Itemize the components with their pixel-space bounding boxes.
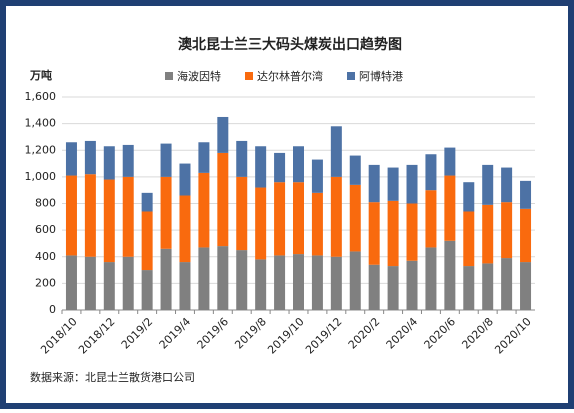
- bar-segment: [368, 264, 380, 310]
- bar-segment: [349, 184, 361, 252]
- bar-segment: [103, 146, 115, 180]
- y-tick-label: 1,400: [25, 117, 57, 130]
- legend-label: 达尔林普尔湾: [257, 69, 323, 83]
- bar-segment: [501, 258, 513, 310]
- legend-label: 海波因特: [177, 69, 221, 83]
- bar-segment: [179, 163, 191, 196]
- bar-segment: [482, 164, 494, 205]
- bar-segment: [387, 266, 399, 310]
- bar-segment: [179, 262, 191, 310]
- bar-segment: [217, 246, 229, 310]
- bar-segment: [65, 175, 77, 256]
- y-tick-label: 0: [49, 303, 56, 316]
- bar-segment: [160, 143, 172, 177]
- bar-segment: [236, 250, 248, 310]
- y-tick-label: 1,600: [25, 90, 57, 103]
- bar-segment: [501, 167, 513, 203]
- bar-segment: [520, 208, 532, 263]
- bar-segment: [198, 247, 210, 310]
- bar-segment: [198, 142, 210, 173]
- bar-segment: [141, 270, 153, 310]
- legend-swatch: [347, 72, 355, 80]
- bar-segment: [425, 154, 437, 191]
- bar-segment: [179, 195, 191, 263]
- background: [6, 6, 568, 403]
- y-tick-label: 1,200: [25, 143, 57, 156]
- bar-segment: [482, 263, 494, 310]
- bar-segment: [349, 155, 361, 185]
- bar-segment: [425, 247, 437, 310]
- bar-segment: [293, 146, 304, 183]
- bar-segment: [463, 182, 475, 212]
- bar-segment: [122, 256, 134, 310]
- bar-segment: [520, 262, 532, 310]
- bar-segment: [387, 167, 399, 201]
- bar-segment: [311, 159, 323, 193]
- legend-swatch: [245, 72, 253, 80]
- bar-segment: [160, 248, 172, 310]
- bar-segment: [425, 190, 437, 248]
- bar-segment: [217, 152, 229, 247]
- bar-segment: [444, 175, 456, 241]
- bar-segment: [406, 260, 418, 310]
- legend-swatch: [165, 72, 173, 80]
- bar-segment: [520, 180, 532, 209]
- bar-segment: [311, 255, 323, 310]
- bar-segment: [330, 256, 342, 310]
- bar-segment: [330, 126, 342, 177]
- chart-title: 澳北昆士兰三大码头煤炭出口趋势图: [178, 36, 402, 53]
- bar-segment: [65, 142, 77, 176]
- source-note: 数据来源：北昆士兰散货港口公司: [30, 370, 195, 384]
- bar-segment: [217, 116, 229, 153]
- bar-segment: [349, 251, 361, 310]
- bar-segment: [293, 182, 304, 255]
- bar-segment: [368, 164, 380, 203]
- y-tick-label: 1,000: [25, 170, 57, 183]
- bar-segment: [103, 262, 115, 310]
- bar-segment: [160, 176, 172, 249]
- bar-segment: [406, 164, 418, 204]
- y-tick-label: 200: [35, 276, 56, 289]
- bar-segment: [84, 256, 96, 310]
- bar-segment: [255, 146, 267, 188]
- y-tick-label: 800: [35, 197, 56, 210]
- bar-segment: [141, 192, 153, 212]
- bar-segment: [122, 176, 134, 257]
- bar-segment: [274, 182, 286, 256]
- bar-segment: [444, 240, 456, 310]
- bar-segment: [65, 255, 77, 310]
- bar-segment: [236, 176, 248, 251]
- bar-segment: [198, 172, 210, 248]
- bar-segment: [236, 140, 248, 177]
- bar-segment: [274, 152, 286, 183]
- bar-segment: [293, 254, 304, 310]
- bar-segment: [501, 202, 513, 259]
- bar-segment: [330, 176, 342, 257]
- bar-segment: [387, 200, 399, 267]
- bar-segment: [444, 147, 456, 176]
- y-axis-label: 万吨: [29, 68, 52, 82]
- bar-segment: [255, 187, 267, 260]
- legend-label: 阿博特港: [359, 69, 403, 83]
- bar-segment: [84, 140, 96, 175]
- bar-segment: [122, 144, 134, 177]
- y-tick-label: 400: [35, 250, 56, 263]
- y-tick-label: 600: [35, 223, 56, 236]
- bar-segment: [103, 179, 115, 263]
- bar-segment: [255, 259, 267, 310]
- bar-segment: [368, 202, 380, 265]
- bar-segment: [311, 192, 323, 256]
- bar-segment: [84, 174, 96, 257]
- bar-segment: [463, 266, 475, 310]
- bar-segment: [482, 204, 494, 264]
- bar-segment: [274, 255, 286, 310]
- bar-segment: [406, 203, 418, 261]
- bar-segment: [463, 211, 475, 267]
- bar-segment: [141, 211, 153, 271]
